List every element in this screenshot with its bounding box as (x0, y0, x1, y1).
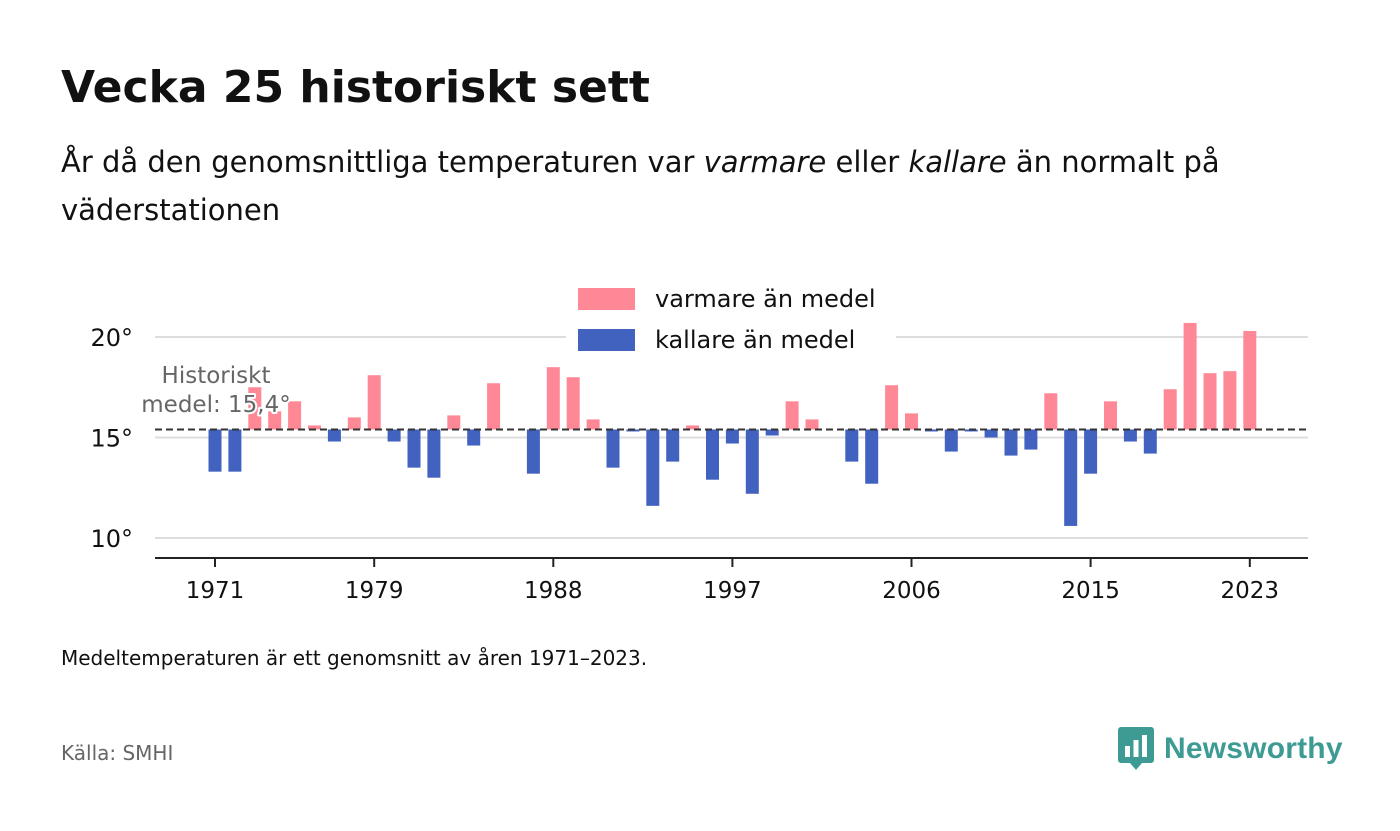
chart-title: Vecka 25 historiskt sett (61, 62, 650, 113)
cold-bar (706, 429, 719, 480)
cold-bar (745, 429, 759, 494)
cold-bar (228, 429, 242, 472)
x-tick-label: 1971 (186, 578, 245, 604)
x-tick-label: 1988 (524, 578, 583, 604)
subtitle-part-2: eller (826, 145, 909, 179)
y-tick-label: 10° (90, 525, 133, 553)
baseline-label: Historiskt (162, 363, 271, 389)
cold-bar (944, 429, 958, 452)
cold-bar (646, 429, 660, 506)
warm-bar (288, 401, 302, 430)
cold-bar (865, 429, 879, 484)
chart-source: Källa: SMHI (61, 741, 174, 765)
y-tick-label: 15° (90, 425, 133, 453)
warm-bar (686, 425, 700, 430)
subtitle-cold-word: kallare (908, 145, 1007, 179)
y-tick-label: 20° (90, 324, 133, 352)
warm-bar (1223, 371, 1237, 430)
warm-bar (546, 367, 560, 430)
warm-bar (586, 419, 600, 430)
cold-bar (1123, 429, 1137, 442)
chart-note: Medeltemperaturen är ett genomsnitt av å… (61, 646, 648, 670)
subtitle-part-1: År då den genomsnittliga temperaturen va… (61, 145, 704, 179)
cold-bar (526, 429, 540, 474)
cold-bar (626, 429, 640, 432)
x-tick-label: 2015 (1061, 578, 1120, 604)
x-tick-label: 1979 (345, 578, 404, 604)
warm-bar (487, 383, 501, 430)
cold-bar (1143, 429, 1157, 454)
warm-bar (268, 411, 282, 430)
cold-bar (208, 429, 222, 472)
warm-bar (1044, 393, 1058, 430)
warm-bar (1104, 401, 1117, 430)
bar-chart: 10° 15° 20° Historiskt medel: 15,4° 1971 1979 1… (90, 285, 1308, 604)
x-tick-label: 2006 (882, 578, 941, 604)
warm-bar (347, 417, 361, 430)
subtitle-part-3: än normalt på väderstationen (61, 145, 1220, 227)
warm-bar (566, 377, 580, 430)
warm-bar (367, 375, 381, 430)
cold-bar (327, 429, 341, 442)
warm-bar (248, 387, 262, 430)
cold-bar (725, 429, 739, 444)
cold-bar (606, 429, 620, 468)
chart-subtitle: År då den genomsnittliga temperaturen va… (61, 138, 1301, 234)
warm-bar (785, 401, 799, 430)
warm-bar (447, 415, 461, 430)
newsworthy-logo-icon (1118, 727, 1154, 770)
cold-bar (1084, 429, 1098, 474)
cold-bar (427, 429, 441, 478)
subtitle-warm-word: varmare (703, 145, 827, 179)
warm-bar (1163, 389, 1177, 430)
legend-swatch-cold (578, 329, 635, 351)
baseline-label: medel: 15,4° (141, 392, 290, 418)
warm-bar (805, 419, 819, 430)
warm-bar (1183, 322, 1197, 430)
cold-bar (845, 429, 859, 462)
cold-bar (1024, 429, 1038, 450)
cold-bar (984, 429, 998, 438)
x-tick-label: 2023 (1221, 578, 1280, 604)
warm-bar (308, 425, 321, 430)
warm-bar (1203, 373, 1217, 430)
cold-bar (765, 429, 779, 436)
legend-label-cold: kallare än medel (655, 326, 855, 354)
cold-bar (666, 429, 680, 462)
warm-bar (1243, 330, 1257, 430)
cold-bar (467, 429, 481, 446)
cold-bar (387, 429, 401, 442)
brand-name: Newsworthy (1164, 732, 1343, 765)
cold-bar (924, 429, 938, 432)
legend-label-warm: varmare än medel (655, 285, 876, 313)
cold-bar (964, 429, 978, 432)
cold-bar (1064, 429, 1078, 526)
cold-bar (407, 429, 421, 468)
x-tick-label: 1997 (703, 578, 762, 604)
legend-swatch-warm (578, 288, 635, 310)
newsworthy-brand[interactable]: Newsworthy (1118, 727, 1343, 771)
warm-bar (885, 385, 899, 430)
cold-bar (1004, 429, 1018, 456)
warm-bar (905, 413, 918, 430)
